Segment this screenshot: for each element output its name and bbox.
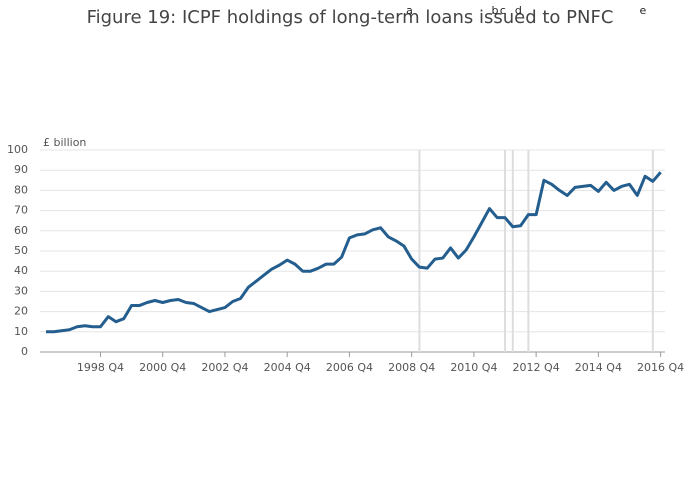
- y-tick-label: 60: [14, 224, 28, 237]
- x-tick-label: 2002 Q4: [201, 361, 248, 374]
- y-axis-label: £ billion: [43, 136, 86, 149]
- y-tick-label: 10: [14, 325, 28, 338]
- y-tick-label: 30: [14, 284, 28, 297]
- x-tick-label: 2010 Q4: [450, 361, 497, 374]
- y-tick-label: 70: [14, 204, 28, 217]
- x-tick-label: 2004 Q4: [264, 361, 311, 374]
- data-line: [46, 171, 662, 334]
- y-tick-label: 50: [14, 244, 28, 257]
- annotation-label: b: [492, 4, 499, 17]
- y-tick-label: 100: [7, 143, 28, 156]
- y-tick-label: 0: [21, 345, 28, 358]
- annotation-label: d: [515, 4, 522, 17]
- x-tick-label: 2000 Q4: [139, 361, 186, 374]
- annotation-label: c: [500, 4, 506, 17]
- annotation-label: a: [406, 4, 413, 17]
- y-tick-label: 40: [14, 264, 28, 277]
- x-tick-label: 2014 Q4: [575, 361, 622, 374]
- annotation-label: e: [639, 4, 646, 17]
- chart-title: Figure 19: ICPF holdings of long-term lo…: [87, 7, 614, 28]
- y-tick-label: 90: [14, 163, 28, 176]
- x-tick-label: 2016 Q4: [637, 361, 684, 374]
- x-tick-label: 2008 Q4: [388, 361, 435, 374]
- y-tick-label: 20: [14, 305, 28, 318]
- x-tick-label: 2006 Q4: [326, 361, 373, 374]
- x-tick-label: 1998 Q4: [77, 361, 124, 374]
- x-tick-label: 2012 Q4: [513, 361, 560, 374]
- y-tick-label: 80: [14, 183, 28, 196]
